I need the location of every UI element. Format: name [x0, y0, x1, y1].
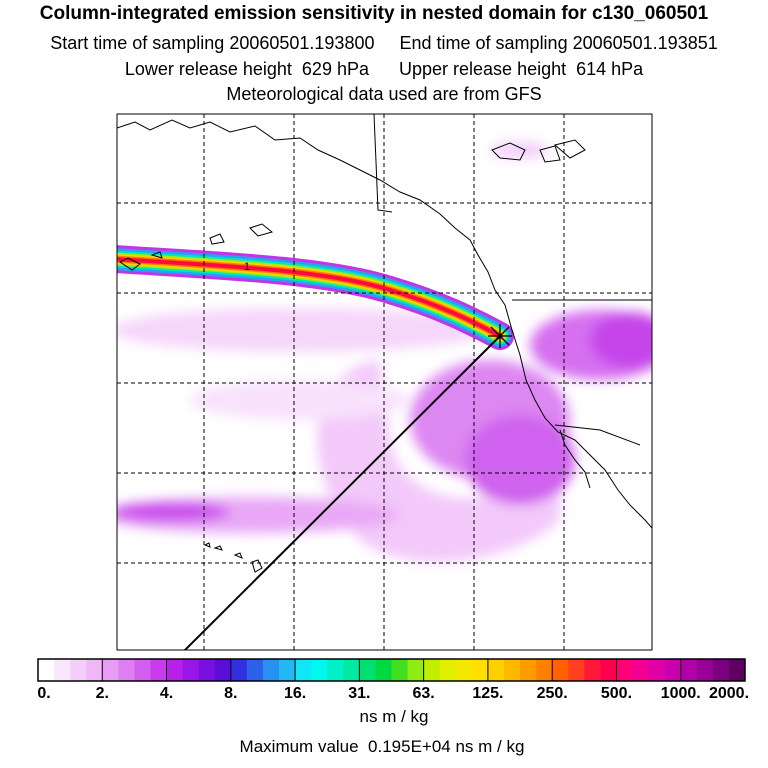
colorbar-swatch: [38, 659, 55, 681]
colorbar-tick-label: 16.: [283, 685, 307, 702]
colorbar-tick-label: 63.: [412, 685, 435, 702]
colorbar-swatch: [407, 659, 425, 681]
colorbar-swatch: [70, 659, 87, 681]
field-mid-band: [190, 380, 410, 420]
colorbar-swatch: [455, 659, 473, 681]
colorbar-swatch: [487, 659, 505, 681]
colorbar-tick-label: 125.: [472, 685, 504, 702]
maximum-value-label: Maximum value 0.195E+04 ns m / kg: [239, 737, 525, 756]
colorbar-swatch: [552, 659, 569, 681]
field-sw-core: [117, 502, 230, 522]
release-height-line: Lower release height 629 hPa Upper relea…: [0, 59, 768, 80]
field-core-inner: [465, 415, 575, 505]
colorbar-swatch: [664, 659, 682, 681]
colorbar-tick-label: 8.: [224, 685, 238, 702]
baja-california: [559, 429, 591, 489]
met-data-label: Meteorological data used are from GFS: [226, 84, 542, 104]
colorbar-swatch: [150, 659, 168, 681]
colorbar-swatch: [327, 659, 344, 681]
map-frame: [116, 113, 653, 651]
field-north-patch: [490, 142, 550, 158]
aleutian-1: [119, 257, 141, 271]
coastlines: [117, 114, 652, 573]
contour-label: 1: [244, 261, 250, 273]
hawaii-3: [251, 559, 263, 573]
colorbar-swatch: [262, 659, 280, 681]
colorbar-frame: [37, 658, 746, 682]
field-north-band: [117, 308, 490, 352]
hawaii-2: [233, 552, 243, 559]
colorbar-swatch: [54, 659, 71, 681]
sampling-time-line: Start time of sampling 20060501.193800 E…: [0, 33, 768, 54]
colorbar-swatch: [568, 659, 585, 681]
colorbar: [37, 659, 746, 681]
plume-layer-red: [117, 257, 502, 338]
colorbar-swatch: [246, 659, 264, 681]
coastline-main: [117, 119, 652, 529]
start-time-label: Start time of sampling 20060501.193800: [50, 33, 375, 53]
colorbar-swatch: [696, 659, 714, 681]
border-us-mexico: [554, 424, 641, 446]
plot-title: Column-integrated emission sensitivity i…: [39, 3, 709, 24]
colorbar-swatch: [295, 659, 312, 681]
colorbar-swatch: [182, 659, 200, 681]
lat-lon-grid: [117, 114, 652, 650]
colorbar-swatch: [728, 659, 746, 681]
arctic-island-3: [539, 145, 561, 163]
colorbar-swatch: [230, 659, 248, 681]
colorbar-tick-label: 250.: [536, 685, 568, 702]
colorbar-swatch: [471, 659, 489, 681]
colorbar-swatch: [584, 659, 601, 681]
colorbar-swatch: [311, 659, 328, 681]
colorbar-swatch: [439, 659, 457, 681]
field-east-core: [590, 312, 652, 368]
colorbar-tick-label: 31.: [348, 685, 371, 702]
colorbar-swatch: [520, 659, 537, 681]
border-alaska-canada: [373, 114, 393, 213]
colorbar-swatch: [632, 659, 650, 681]
hawaii-4: [203, 542, 211, 548]
colorbar-units: ns m / kg: [359, 707, 429, 726]
hawaii-1: [213, 545, 223, 551]
colorbar-swatch: [118, 659, 135, 681]
colorbar-swatch: [616, 659, 634, 681]
colorbar-tick-label: 2000.: [708, 685, 750, 702]
island-1: [249, 223, 274, 237]
colorbar-swatch: [648, 659, 666, 681]
arctic-island-2: [553, 139, 586, 159]
map-panel: 1: [117, 114, 652, 650]
plume: [117, 245, 514, 350]
colorbar-swatch: [536, 659, 553, 681]
colorbar-swatch: [391, 659, 409, 681]
colorbar-swatch: [600, 659, 617, 681]
lower-release-label: Lower release height 629 hPa: [124, 59, 369, 79]
colorbar-swatch: [343, 659, 360, 681]
colorbar-swatch: [359, 659, 376, 681]
colorbar-swatch: [198, 659, 216, 681]
colorbar-swatch: [279, 659, 296, 681]
colorbar-swatch: [423, 659, 441, 681]
colorbar-swatch: [712, 659, 730, 681]
end-time-label: End time of sampling 20060501.193851: [399, 33, 718, 53]
colorbar-tick-label: 4.: [159, 685, 174, 702]
colorbar-swatch: [166, 659, 184, 681]
aleutian-2: [150, 251, 163, 259]
island-2: [209, 233, 225, 245]
colorbar-tick-label: 1000.: [660, 685, 701, 702]
colorbar-swatch: [503, 659, 521, 681]
colorbar-swatch: [680, 659, 698, 681]
colorbar-swatch: [102, 659, 119, 681]
release-point-star-icon: [488, 324, 512, 348]
colorbar-tick-label: 500.: [600, 685, 633, 702]
colorbar-swatch: [214, 659, 232, 681]
flight-track-line: [183, 335, 501, 650]
colorbar-tick-label: 2.: [95, 685, 109, 702]
colorbar-tick-label: 0.: [37, 685, 51, 702]
upper-release-label: Upper release height 614 hPa: [399, 59, 644, 79]
colorbar-swatch: [86, 659, 103, 681]
colorbar-swatch: [134, 659, 151, 681]
arctic-island-1: [491, 142, 526, 161]
colorbar-swatch: [375, 659, 392, 681]
